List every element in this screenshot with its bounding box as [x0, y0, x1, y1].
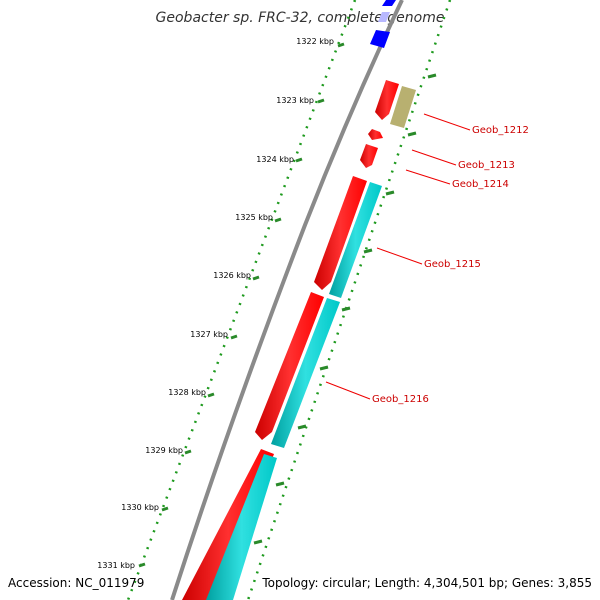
pale-blue-feature	[378, 12, 390, 22]
kbp-label: 1323 kbp	[276, 96, 314, 105]
gene-geob-1216-red[interactable]	[255, 292, 324, 440]
kbp-label: 1331 kbp	[97, 561, 135, 570]
label-leader-lines	[325, 113, 471, 400]
kbp-label: 1330 kbp	[121, 503, 159, 512]
gene-geob-1216-cyan[interactable]	[271, 298, 340, 448]
kbp-label: 1326 kbp	[213, 271, 251, 280]
gene-geob-1215-cyan[interactable]	[329, 182, 382, 298]
kbp-label: 1329 kbp	[145, 446, 183, 455]
gene-geob-1214[interactable]	[360, 144, 378, 168]
kbp-tick-marks	[138, 42, 345, 568]
gene-geob-1213[interactable]	[368, 129, 383, 140]
kbp-label: 1325 kbp	[235, 213, 273, 222]
gene-label-geob-1214[interactable]: Geob_1214	[452, 179, 509, 190]
gene-label-geob-1216[interactable]: Geob_1216	[372, 394, 429, 405]
kbp-label: 1328 kbp	[168, 388, 206, 397]
gene-label-geob-1215[interactable]: Geob_1215	[424, 259, 481, 270]
blue-feature	[382, 0, 396, 6]
topology-text: Topology: circular; Length: 4,304,501 bp…	[261, 576, 592, 590]
gene-label-geob-1212[interactable]: Geob_1212	[472, 125, 529, 136]
khaki-feature	[390, 86, 416, 128]
outer-minor-ticks	[253, 73, 437, 545]
gene-label-geob-1213[interactable]: Geob_1213	[458, 160, 515, 171]
gene-geob-1212-forward[interactable]	[375, 80, 399, 120]
kbp-label: 1322 kbp	[296, 37, 334, 46]
outer-tick-track	[246, 0, 452, 600]
genome-backbone	[170, 0, 404, 600]
gene-lower-cyan[interactable]	[206, 454, 277, 600]
kbp-label: 1324 kbp	[256, 155, 294, 164]
map-title: Geobacter sp. FRC-32, complete genome	[156, 10, 445, 26]
blue-feature-arrow	[370, 30, 390, 48]
accession-text: Accession: NC_011979	[8, 576, 144, 590]
gene-geob-1215-red[interactable]	[314, 176, 367, 290]
kbp-label: 1327 kbp	[190, 330, 228, 339]
